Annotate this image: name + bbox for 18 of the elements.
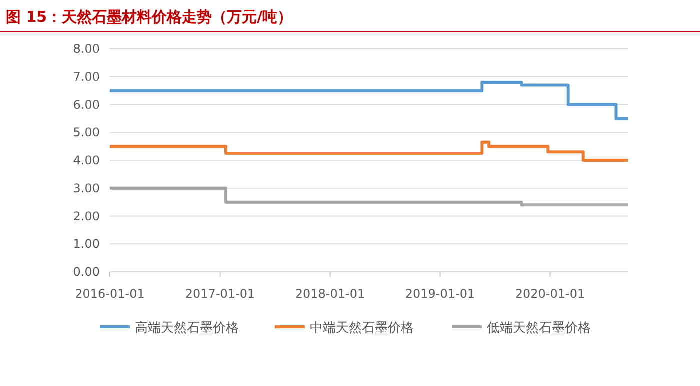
x-tick-label: 2019-01-01 <box>405 287 476 301</box>
legend-label: 高端天然石墨价格 <box>135 320 239 336</box>
legend-label: 低端天然石墨价格 <box>487 321 591 336</box>
y-tick-label: 4.00 <box>73 154 100 168</box>
y-tick-label: 1.00 <box>73 237 100 252</box>
x-tick-label: 2018-01-01 <box>295 287 366 301</box>
chart-title: 图 15：天然石墨材料价格走势（万元/吨） <box>6 8 293 26</box>
legend-label: 中端天然石墨价格 <box>310 321 414 336</box>
y-tick-label: 3.00 <box>73 181 100 196</box>
x-tick-label: 2017-01-01 <box>185 287 256 301</box>
x-tick-label: 2020-01-01 <box>515 287 586 301</box>
y-tick-label: 0.00 <box>73 265 100 279</box>
y-tick-label: 5.00 <box>73 126 100 140</box>
x-tick-label: 2016-01-01 <box>75 287 145 301</box>
y-tick-label: 2.00 <box>73 209 100 224</box>
y-tick-label: 8.00 <box>73 42 100 56</box>
y-tick-label: 7.00 <box>73 70 100 84</box>
y-tick-label: 6.00 <box>73 98 100 112</box>
